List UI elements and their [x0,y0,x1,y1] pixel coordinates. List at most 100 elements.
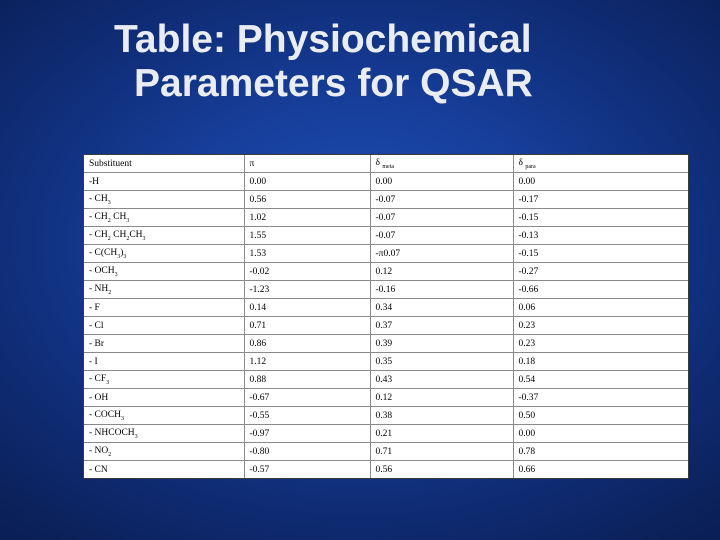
formula-text: CH [110,229,127,240]
cell-pi: -0.80 [243,442,371,461]
cell-delta-para: 0.50 [512,406,688,425]
formula-subscript: 2 [107,235,111,242]
formula-text: ) [120,247,124,258]
formula-text: - CH [89,193,108,204]
cell-pi: 0.56 [243,190,371,209]
cell-delta-meta: 0.39 [369,334,514,353]
cell-delta-para: -0.27 [512,262,688,281]
cell-pi: 0.14 [243,298,371,317]
cell-pi: 0.86 [243,334,371,353]
header-delta-meta: δ meta [369,155,514,173]
cell-substituent: - Cl [84,316,245,335]
table-row: - NHCOCH3 -0.97 0.21 0.00 [84,424,688,443]
cell-pi: 1.12 [243,352,371,371]
formula-text: - OH [89,392,109,403]
cell-substituent: - CH2 CH2CH3 [84,226,245,245]
header-delta-meta-symbol: δ [375,157,380,168]
cell-pi: 1.53 [243,244,371,263]
cell-delta-meta: -π0.07 [369,244,514,263]
formula-text: - OCH [89,265,115,276]
cell-substituent: - CH3 [84,190,245,209]
formula-text: - I [89,356,98,367]
table-row: - NO2 -0.80 0.71 0.78 [84,442,688,461]
cell-delta-para: -0.15 [512,208,688,227]
formula-subscript: 3 [114,271,118,278]
cell-pi: 0.71 [243,316,371,335]
cell-delta-para: 0.06 [512,298,688,317]
formula-subscript: 3 [107,199,111,206]
header-delta-meta-subscript: meta [382,163,395,170]
formula-text: CH [129,229,143,240]
parameter-table-container: Substituent π δ meta δ para -H 0.00 0.00 0.… [83,154,689,479]
formula-subscript: 3 [123,253,127,260]
formula-subscript: 2 [108,451,112,458]
cell-delta-para: -0.13 [512,226,688,245]
table-row: - OH -0.67 0.12 -0.37 [84,388,688,407]
cell-substituent: - COCH3 [84,406,245,425]
cell-substituent: - NHCOCH3 [84,424,245,443]
cell-delta-meta: -0.07 [369,226,514,245]
formula-text: - F [89,302,100,313]
formula-text: - CH [89,211,108,222]
cell-delta-meta: -0.16 [369,280,514,299]
formula-text: - CH [89,229,108,240]
cell-delta-meta: 0.34 [369,298,514,317]
cell-pi: 1.55 [243,226,371,245]
cell-substituent: - OCH3 [84,262,245,281]
cell-delta-meta: -0.07 [369,190,514,209]
cell-substituent: - OH [84,388,245,407]
cell-pi: -1.23 [243,280,371,299]
header-substituent: Substituent [84,155,245,173]
formula-text: - NHCOCH [89,427,135,438]
cell-delta-meta: 0.38 [369,406,514,425]
cell-substituent: - Br [84,334,245,353]
cell-delta-para: 0.66 [512,460,688,478]
cell-pi: 1.02 [243,208,371,227]
cell-delta-meta: 0.12 [369,262,514,281]
slide-title: Table: Physiochemical Parameters for QSA… [0,18,720,106]
table-row: - CH3 0.56 -0.07 -0.17 [84,190,688,209]
cell-substituent: - I [84,352,245,371]
table-row: - Br 0.86 0.39 0.23 [84,334,688,353]
cell-pi: -0.55 [243,406,371,425]
cell-delta-para: 0.18 [512,352,688,371]
cell-delta-para: -0.66 [512,280,688,299]
formula-subscript: 3 [134,433,138,440]
formula-subscript: 3 [117,253,121,260]
cell-delta-para: -0.15 [512,244,688,263]
formula-subscript: 2 [108,289,112,296]
cell-delta-meta: 0.35 [369,352,514,371]
formula-text: - CN [89,464,108,475]
table-row: - CH2 CH2CH3 1.55 -0.07 -0.13 [84,226,688,245]
formula-subscript: 3 [120,415,124,422]
formula-text: - Br [89,338,105,349]
formula-text: - CF [89,373,107,384]
cell-delta-meta: 0.43 [369,370,514,389]
formula-text: - Cl [89,320,104,331]
cell-substituent: - F [84,298,245,317]
cell-pi: 0.88 [243,370,371,389]
table-row: - F 0.14 0.34 0.06 [84,298,688,317]
table-row: - C(CH3)3 1.53 -π0.07 -0.15 [84,244,688,263]
formula-subscript: 3 [142,235,146,242]
cell-delta-meta: 0.12 [369,388,514,407]
header-delta-para: δ para [512,155,688,173]
cell-delta-para: 0.23 [512,334,688,353]
table-row: - Cl 0.71 0.37 0.23 [84,316,688,335]
cell-delta-meta: 0.21 [369,424,514,443]
qsar-parameter-table: Substituent π δ meta δ para -H 0.00 0.00 0.… [84,155,688,478]
formula-text: - C(CH [89,247,118,258]
table-row: - OCH3 -0.02 0.12 -0.27 [84,262,688,281]
cell-substituent: - C(CH3)3 [84,244,245,263]
cell-delta-para: -0.37 [512,388,688,407]
cell-substituent: - NH2 [84,280,245,299]
formula-text: CH [110,211,127,222]
header-pi: π [243,155,371,173]
formula-subscript: 2 [126,235,130,242]
table-row: -H 0.00 0.00 0.00 [84,172,688,191]
cell-delta-para: 0.54 [512,370,688,389]
cell-pi: -0.02 [243,262,371,281]
header-substituent-label: Substituent [89,158,132,169]
table-row: - COCH3 -0.55 0.38 0.50 [84,406,688,425]
cell-delta-meta: 0.71 [369,442,514,461]
